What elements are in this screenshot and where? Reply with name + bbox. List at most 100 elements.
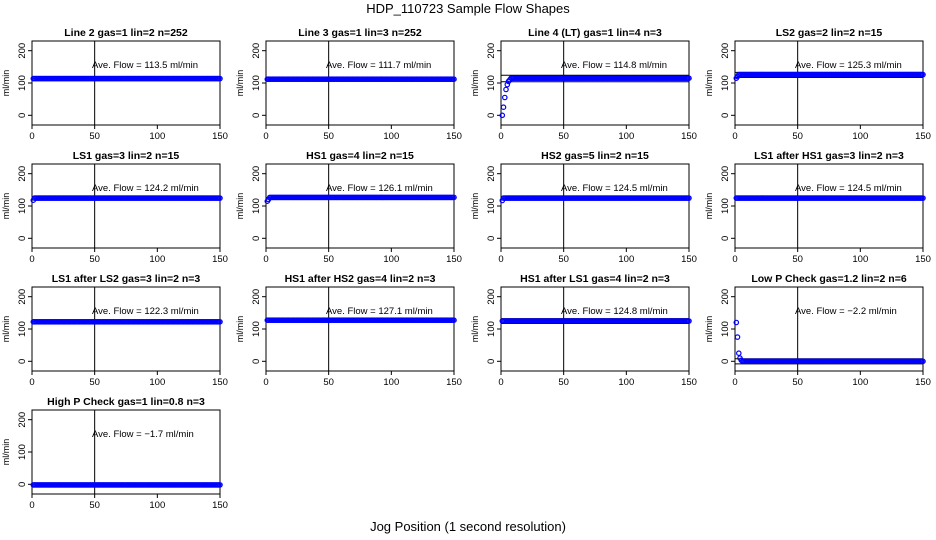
y-tick-label: 0 (720, 113, 731, 118)
panel-title: LS2 gas=2 lin=2 n=15 (776, 27, 883, 39)
chart-panel-3: Line 4 (LT) gas=1 lin=4 n=3 0 50 100 150 0 100… (470, 27, 697, 142)
y-axis-label: ml/min (235, 70, 245, 97)
x-tick-label: 50 (792, 131, 803, 142)
x-tick-label: 150 (681, 377, 697, 388)
y-tick-label: 100 (486, 321, 497, 337)
y-tick-label: 100 (486, 75, 497, 91)
y-tick-label: 100 (17, 321, 28, 337)
average-flow-annotation: Ave. Flow = −2.2 ml/min (795, 306, 897, 317)
x-tick-label: 100 (383, 254, 399, 265)
data-point (501, 94, 508, 101)
average-flow-annotation: Ave. Flow = 124.8 ml/min (561, 306, 668, 317)
y-tick-label: 100 (486, 198, 497, 214)
average-flow-annotation: Ave. Flow = 124.2 ml/min (92, 183, 199, 194)
x-tick-label: 100 (149, 500, 165, 511)
average-flow-annotation: Ave. Flow = 127.1 ml/min (326, 306, 433, 317)
x-tick-label: 0 (29, 131, 34, 142)
x-tick-label: 150 (212, 377, 228, 388)
x-tick-label: 150 (915, 377, 931, 388)
y-tick-label: 0 (17, 236, 28, 241)
panel-title: HS2 gas=5 lin=2 n=15 (541, 150, 649, 162)
data-point (500, 104, 507, 111)
data-point (734, 334, 741, 340)
x-tick-label: 150 (212, 131, 228, 142)
y-tick-label: 0 (251, 236, 262, 241)
data-point (217, 318, 223, 325)
plot-frame (31, 40, 221, 126)
y-axis-label: ml/min (704, 193, 714, 220)
x-tick-label: 50 (323, 131, 334, 142)
x-tick-label: 0 (263, 131, 268, 142)
y-tick-label: 200 (720, 43, 731, 59)
y-tick-label: 200 (251, 166, 262, 182)
x-tick-label: 50 (89, 254, 100, 265)
panel-title: Line 2 gas=1 lin=2 n=252 (64, 27, 188, 39)
panel-title: HS1 gas=4 lin=2 n=15 (306, 150, 414, 162)
average-flow-annotation: Ave. Flow = 126.1 ml/min (326, 183, 433, 194)
panel-title: LS1 gas=3 lin=2 n=15 (73, 150, 180, 162)
x-tick-label: 0 (498, 131, 503, 142)
plot-frame (31, 163, 221, 249)
y-tick-label: 200 (17, 289, 28, 305)
average-flow-annotation: Ave. Flow = 124.5 ml/min (795, 183, 902, 194)
panel-title: HS1 after HS2 gas=4 lin=2 n=3 (285, 273, 436, 285)
y-tick-label: 0 (486, 113, 497, 118)
y-tick-label: 0 (720, 236, 731, 241)
y-tick-label: 100 (720, 198, 731, 214)
plot-frame (734, 163, 924, 249)
y-axis-label: ml/min (1, 193, 11, 220)
y-tick-label: 100 (17, 198, 28, 214)
plot-frame (265, 40, 455, 126)
x-tick-label: 0 (29, 500, 34, 511)
plot-frame (31, 286, 221, 372)
x-tick-label: 0 (732, 131, 737, 142)
data-point (735, 350, 742, 357)
x-tick-label: 100 (852, 377, 868, 388)
y-tick-label: 0 (17, 482, 28, 487)
y-axis-label: ml/min (1, 70, 11, 97)
x-tick-label: 50 (89, 377, 100, 388)
average-flow-annotation: Ave. Flow = 125.3 ml/min (795, 60, 902, 71)
y-axis-label: ml/min (1, 439, 11, 466)
chart-panel-6: HS1 gas=4 lin=2 n=15 0 50 100 150 0 100 200 ml/m… (235, 150, 462, 265)
chart-panel-8: LS1 after HS1 gas=3 lin=2 n=3 0 50 100 150 0 1… (704, 150, 931, 265)
data-point (686, 75, 692, 82)
y-tick-label: 0 (486, 359, 497, 364)
x-tick-label: 150 (446, 377, 462, 388)
data-point (499, 112, 506, 119)
y-tick-label: 0 (251, 113, 262, 118)
x-tick-label: 100 (618, 131, 634, 142)
chart-panel-11: HS1 after LS1 gas=4 lin=2 n=3 0 50 100 150 0 1… (470, 273, 697, 388)
chart-panel-1: Line 2 gas=1 lin=2 n=252 0 50 100 150 0 100 200… (1, 27, 228, 142)
x-tick-label: 100 (383, 377, 399, 388)
chart-panel-10: HS1 after HS2 gas=4 lin=2 n=3 0 50 100 150 0 1… (235, 273, 462, 388)
x-tick-label: 0 (498, 377, 503, 388)
data-point (920, 358, 926, 365)
x-tick-label: 100 (852, 131, 868, 142)
plot-frame (265, 286, 455, 372)
x-tick-label: 150 (212, 500, 228, 511)
y-tick-label: 200 (251, 289, 262, 305)
x-tick-label: 0 (263, 377, 268, 388)
y-tick-label: 100 (17, 444, 28, 460)
x-tick-label: 150 (446, 254, 462, 265)
y-tick-label: 200 (17, 166, 28, 182)
figure-x-label: Jog Position (1 second resolution) (370, 519, 566, 534)
panel-title: Low P Check gas=1.2 lin=2 n=6 (751, 273, 906, 285)
panel-title: Line 3 gas=1 lin=3 n=252 (298, 27, 422, 39)
panel-title: LS1 after HS1 gas=3 lin=2 n=3 (754, 150, 904, 162)
panel-title: Line 4 (LT) gas=1 lin=4 n=3 (528, 27, 662, 39)
x-tick-label: 0 (263, 254, 268, 265)
x-tick-label: 100 (618, 254, 634, 265)
panel-title: LS1 after LS2 gas=3 lin=2 n=3 (52, 273, 201, 285)
chart-panel-12: Low P Check gas=1.2 lin=2 n=6 0 50 100 150 0 1… (704, 273, 931, 388)
data-point (504, 81, 511, 88)
x-tick-label: 100 (149, 377, 165, 388)
x-tick-label: 0 (732, 377, 737, 388)
x-tick-label: 0 (29, 377, 34, 388)
x-tick-label: 0 (29, 254, 34, 265)
x-tick-label: 100 (852, 254, 868, 265)
average-flow-annotation: Ave. Flow = 113.5 ml/min (92, 60, 198, 71)
